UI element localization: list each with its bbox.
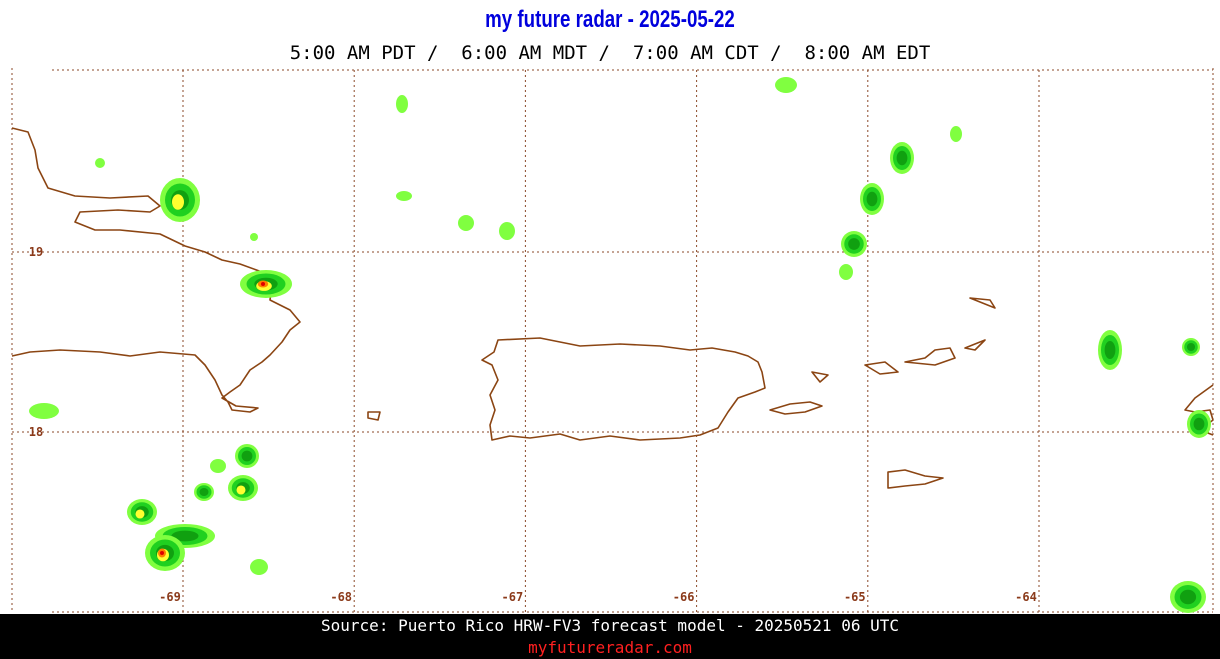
- echo: [171, 530, 199, 542]
- echo: [775, 77, 797, 93]
- echo: [1179, 589, 1197, 605]
- lon-label: -64: [1015, 590, 1037, 604]
- island-coast: [367, 297, 996, 421]
- echo: [1104, 341, 1116, 359]
- echo: [236, 485, 246, 495]
- echo: [29, 403, 59, 419]
- footer-bar: [0, 614, 1220, 659]
- echo: [848, 238, 860, 250]
- lat-label: 18: [29, 425, 43, 439]
- island-coast: [769, 401, 823, 415]
- radar-echoes: [29, 77, 1211, 613]
- echo: [210, 459, 226, 473]
- coordinate-labels: -69 -68 -67 -66 -65 -64 19 18: [29, 245, 1037, 604]
- lon-label: -67: [502, 590, 524, 604]
- echo: [241, 450, 253, 462]
- pr-coast: [481, 337, 766, 441]
- echo: [135, 509, 145, 519]
- lon-label: -65: [844, 590, 866, 604]
- hispaniola-coast: [11, 127, 301, 413]
- site-link[interactable]: myfutureradar.com: [528, 638, 692, 657]
- echo: [261, 282, 265, 286]
- grid: [11, 68, 1214, 613]
- echo: [896, 150, 908, 166]
- source-note: Source: Puerto Rico HRW-FV3 forecast mod…: [321, 616, 899, 635]
- echo: [172, 194, 184, 210]
- lat-label: 19: [29, 245, 43, 259]
- echo: [458, 215, 474, 231]
- echo: [160, 551, 164, 555]
- echo: [250, 559, 268, 575]
- echo: [499, 222, 515, 240]
- echo: [396, 191, 412, 201]
- island-coast: [887, 469, 944, 489]
- title: my future radar - 2025-05-22: [485, 6, 735, 33]
- echo: [250, 233, 258, 241]
- lon-label: -69: [159, 590, 181, 604]
- subtitle: 5:00 AM PDT / 6:00 AM MDT / 7:00 AM CDT …: [290, 42, 931, 64]
- echo: [1186, 342, 1196, 352]
- echo: [396, 95, 408, 113]
- echo: [199, 487, 209, 497]
- echo: [866, 191, 878, 207]
- echo: [95, 158, 105, 168]
- lon-label: -66: [673, 590, 695, 604]
- coastlines: [11, 127, 1214, 489]
- echo: [839, 264, 853, 280]
- echo: [950, 126, 962, 142]
- echo: [1193, 417, 1205, 431]
- lon-label: -68: [330, 590, 352, 604]
